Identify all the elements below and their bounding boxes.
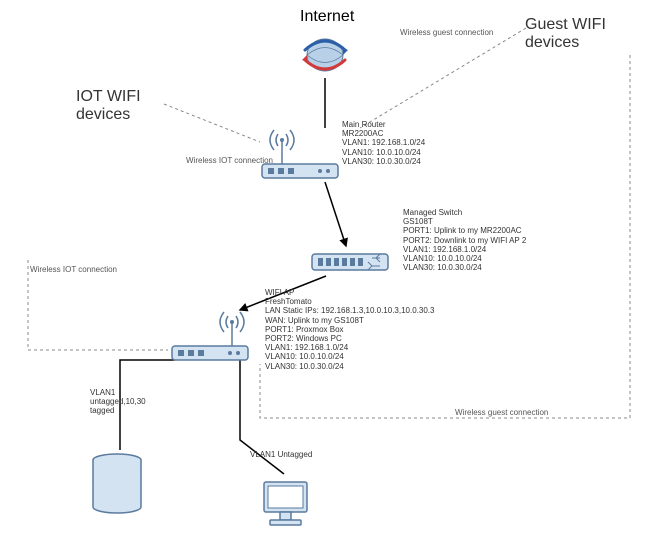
vlan-untagged-tagged-label: VLAN1 untagged,10,30 tagged <box>90 388 146 416</box>
wireless-iot-1-label: Wireless IOT connection <box>186 156 273 165</box>
wifi-ap-text: WIFI AP FreshTomato LAN Static IPs: 192.… <box>265 288 434 371</box>
vlan-untagged-label: VLAN1 Untagged <box>250 450 312 459</box>
internet-globe-icon <box>300 30 350 80</box>
wifi-ap-icon <box>170 308 250 364</box>
wireless-guest-1-label: Wireless guest connection <box>400 28 493 37</box>
dotted-edge-iot-router1 <box>164 104 260 142</box>
managed-switch-text: Managed Switch GS108T PORT1: Uplink to m… <box>403 208 526 272</box>
iot-wifi-title: IOT WIFI devices <box>76 88 141 125</box>
managed-switch-icon <box>310 248 390 276</box>
pc-icon <box>258 478 313 533</box>
wireless-guest-2-label: Wireless guest connection <box>455 408 548 417</box>
main-router-icon <box>260 126 340 182</box>
dotted-edge-guest-router1 <box>360 28 526 128</box>
internet-title: Internet <box>300 8 354 26</box>
edge-router1-switch <box>325 182 346 246</box>
wireless-iot-2-label: Wireless IOT connection <box>30 265 117 274</box>
main-router-text: Main Router MR2200AC VLAN1: 192.168.1.0/… <box>342 120 425 166</box>
server-stack-icon <box>90 452 145 514</box>
guest-wifi-title: Guest WIFI devices <box>525 16 606 53</box>
